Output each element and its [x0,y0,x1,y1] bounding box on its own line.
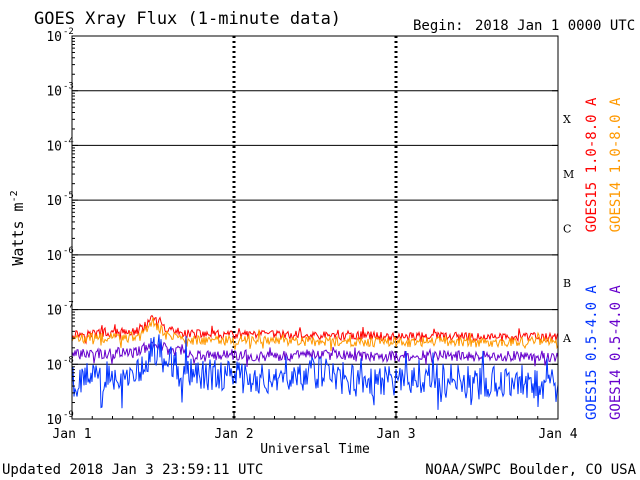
x-tick-label: Jan 4 [538,427,577,442]
updated-timestamp: Updated 2018 Jan 3 23:59:11 UTC [2,462,263,478]
legend: GOES15 1.0-8.0 A GOES14 1.0-8.0 A GOES15 0… [584,97,624,420]
y-tick-label: 10 [46,304,62,319]
x-axis-label: Universal Time [260,442,370,457]
y-tick-label: 10 [46,249,62,264]
y-tick-exponent: -4 [63,136,74,146]
series-line [71,314,559,345]
y-tick-exponent: -5 [63,191,74,201]
chart-title: GOES Xray Flux (1-minute data) [34,9,341,29]
y-tick-label: 10 [46,194,62,209]
begin-date: 2018 Jan 1 0000 UTC [475,18,635,34]
x-tick-label: Jan 2 [214,427,253,442]
flare-class-label: B [563,277,571,290]
y-tick-label: 10 [46,139,62,154]
x-axis: Jan 1 Jan 2 Jan 3 Jan 4 [52,411,578,442]
y-axis-label-text: Watts m [9,202,27,265]
series-line [71,334,559,410]
y-axis-label: Watts m-2 [9,190,27,265]
y-tick-label: 10 [46,413,62,428]
y-tick-exponent: -3 [63,82,74,92]
legend-entry: GOES15 0.5-4.0 A [584,285,600,420]
plot-frame [71,35,559,420]
grid [72,36,558,419]
y-axis-label-exponent: -2 [9,190,20,202]
y-tick-label: 10 [46,358,62,373]
y-tick-label: 10 [46,85,62,100]
flare-class-label: A [562,332,572,345]
x-tick-label: Jan 1 [52,427,91,442]
flare-class-labels: X M C B A [562,113,574,345]
y-tick-exponent: -8 [63,355,74,365]
y-tick-exponent: -2 [63,27,74,37]
legend-entry: GOES15 1.0-8.0 A [584,97,600,232]
begin-label: Begin: [413,18,464,34]
y-axis: 10-210-310-410-510-610-710-810-9 [46,27,558,428]
flare-class-label: C [563,223,571,236]
flare-class-label: X [563,113,571,126]
series-line [71,317,559,352]
series-layer [71,314,559,410]
flare-class-label: M [563,168,574,181]
legend-entry: GOES14 1.0-8.0 A [608,97,624,232]
y-tick-exponent: -7 [63,301,74,311]
source-credit: NOAA/SWPC Boulder, CO USA [425,462,636,478]
x-tick-label: Jan 3 [376,427,415,442]
legend-entry: GOES14 0.5-4.0 A [608,285,624,420]
y-tick-exponent: -6 [63,246,74,256]
y-tick-exponent: -9 [63,410,74,420]
y-tick-label: 10 [46,30,62,45]
